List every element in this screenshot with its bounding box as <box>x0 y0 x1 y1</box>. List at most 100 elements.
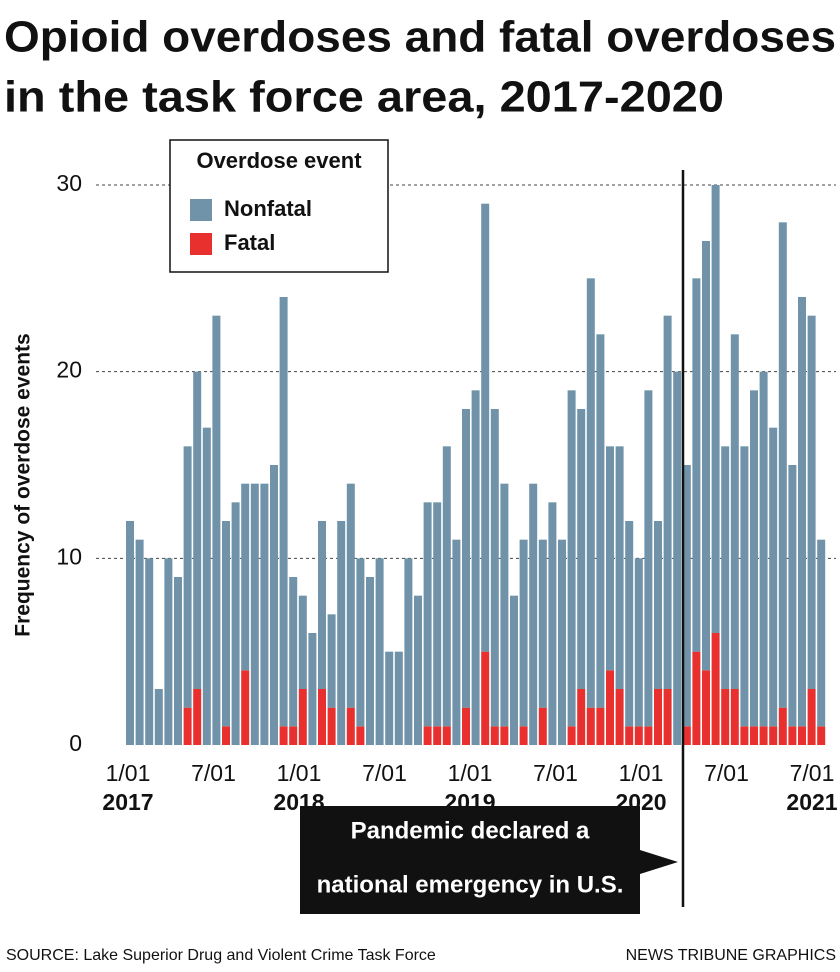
x-year-label: 2017 <box>102 789 153 815</box>
bar <box>423 726 432 745</box>
bar <box>702 241 710 671</box>
bar <box>663 315 672 689</box>
bar <box>270 465 278 745</box>
bar <box>759 726 768 745</box>
bar <box>490 726 499 745</box>
bar <box>394 651 403 745</box>
y-tick-label: 10 <box>56 543 82 569</box>
bar <box>730 334 739 689</box>
bar <box>596 707 605 745</box>
bar <box>769 427 778 727</box>
bar <box>462 409 470 708</box>
x-tick-label: 1/01 <box>277 760 322 786</box>
bar <box>721 689 730 745</box>
bar <box>817 726 826 745</box>
bar <box>788 465 797 727</box>
bar <box>298 689 307 745</box>
x-tick-label: 7/01 <box>533 760 578 786</box>
bar <box>318 521 326 689</box>
legend-label: Nonfatal <box>224 196 312 221</box>
bar <box>308 633 317 745</box>
bar <box>442 726 451 745</box>
plot-area: 0 10 20 30 <box>56 170 836 756</box>
bar <box>615 446 624 689</box>
bar <box>510 595 518 745</box>
bar <box>222 726 230 745</box>
bar <box>567 726 576 745</box>
annotation-box <box>300 806 640 914</box>
bar <box>375 558 384 745</box>
bar <box>490 409 499 727</box>
bar <box>183 446 192 708</box>
bar <box>538 707 547 745</box>
bar <box>356 558 365 727</box>
bar <box>222 521 230 727</box>
bar <box>692 651 701 745</box>
bar <box>798 726 806 745</box>
bar <box>692 278 701 652</box>
bar <box>673 371 682 745</box>
bar <box>711 185 720 633</box>
chart-title: in the task force area, 2017-2020 <box>4 73 724 122</box>
bar <box>202 427 211 745</box>
legend-label: Fatal <box>224 230 275 255</box>
bar <box>606 446 614 671</box>
bar <box>193 689 202 745</box>
bar <box>260 483 269 745</box>
bar <box>212 315 221 745</box>
bar <box>702 670 710 745</box>
bar <box>529 483 538 745</box>
x-year-label: 2018 <box>273 789 324 815</box>
bar <box>567 390 576 727</box>
credit: NEWS TRIBUNE GRAPHICS <box>626 947 836 964</box>
bar <box>769 726 778 745</box>
bar <box>740 446 749 727</box>
source: SOURCE: Lake Superior Drug and Violent C… <box>6 947 436 964</box>
bar <box>750 726 758 745</box>
bar <box>548 502 557 745</box>
bar <box>145 558 154 745</box>
y-tick-label: 30 <box>56 170 82 196</box>
x-tick-label: 1/01 <box>106 760 151 786</box>
bar <box>577 409 586 689</box>
legend-swatch <box>190 233 212 255</box>
bar <box>174 577 182 745</box>
chart-title: Opioid overdoses and fatal overdoses <box>4 13 836 62</box>
bar <box>423 502 432 727</box>
bar <box>289 577 298 727</box>
bar <box>778 707 787 745</box>
bar <box>356 726 365 745</box>
bar <box>586 278 595 708</box>
bar <box>606 670 614 745</box>
bar <box>183 707 192 745</box>
bar <box>154 689 163 745</box>
bar <box>817 539 826 727</box>
x-tick-label: 7/01 <box>191 760 236 786</box>
bar <box>500 726 509 745</box>
bar <box>634 726 643 745</box>
bar <box>730 689 739 745</box>
bar <box>663 689 672 745</box>
x-tick-label: 1/01 <box>619 760 664 786</box>
bar <box>241 483 250 671</box>
annotation-text: national emergency in U.S. <box>317 871 624 898</box>
bar <box>644 726 653 745</box>
bar <box>500 483 509 727</box>
bar <box>481 651 490 745</box>
bar <box>519 726 528 745</box>
x-tick-label: 7/01 <box>790 760 835 786</box>
bar <box>193 371 202 689</box>
y-tick-label: 20 <box>56 357 82 383</box>
bar <box>366 577 374 745</box>
bar <box>462 707 470 745</box>
bar <box>481 203 490 652</box>
x-tick-label: 7/01 <box>704 760 749 786</box>
bar <box>337 521 346 745</box>
bar <box>250 483 259 745</box>
annotation-arrow <box>640 850 678 874</box>
bar <box>759 371 768 727</box>
legend-swatch <box>190 199 212 221</box>
bar <box>346 707 355 745</box>
bar <box>615 689 624 745</box>
bar <box>625 521 634 727</box>
